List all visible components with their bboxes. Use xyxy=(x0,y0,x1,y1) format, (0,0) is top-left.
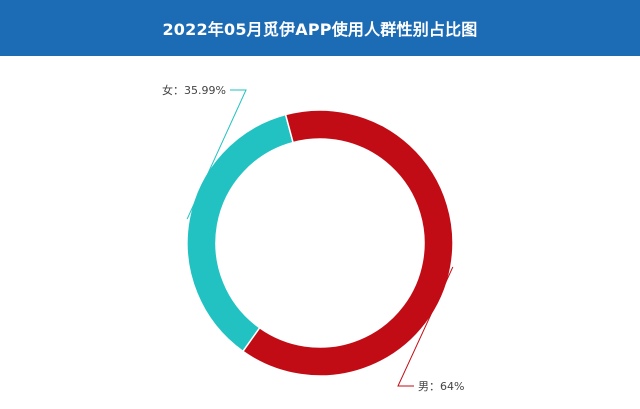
leader-line-female xyxy=(186,89,247,220)
data-label-male: 男：64% xyxy=(418,380,464,393)
title-bar: 2022年05月觅伊APP使用人群性别占比图 xyxy=(0,0,640,56)
slice-female[interactable] xyxy=(186,113,295,353)
chart-title: 2022年05月觅伊APP使用人群性别占比图 xyxy=(162,20,478,39)
leader-line-male xyxy=(397,266,454,387)
chart-area: 女：35.99% 男：64% xyxy=(0,56,640,409)
donut-chart: 女：35.99% 男：64% xyxy=(162,83,464,393)
slice-male[interactable] xyxy=(241,109,454,377)
data-label-female: 女：35.99% xyxy=(162,83,226,97)
